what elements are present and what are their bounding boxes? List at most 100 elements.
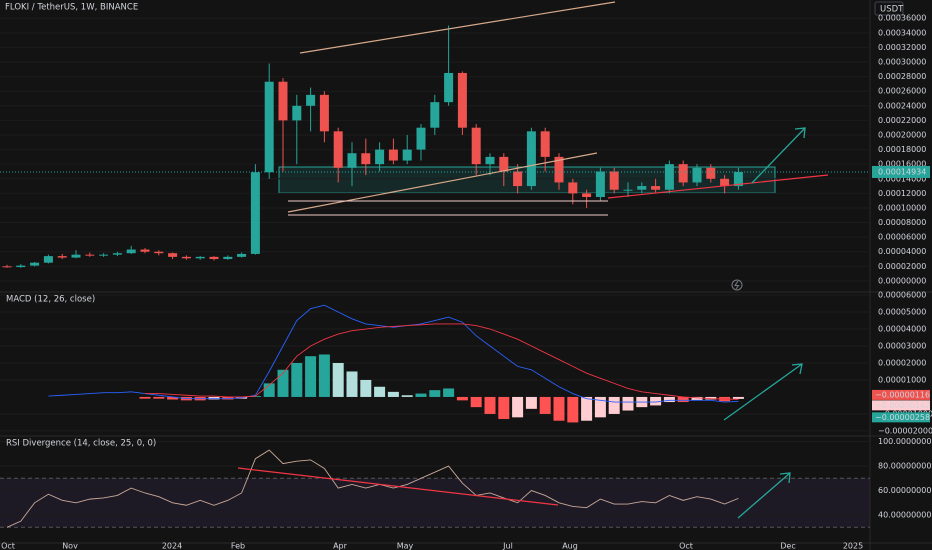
current-label-bg <box>872 400 930 411</box>
candle-body <box>554 156 564 183</box>
candle-body <box>623 189 633 191</box>
candle-body <box>168 253 178 257</box>
histogram-bar <box>512 396 524 418</box>
y-tick-label: 0.00001000 <box>878 375 926 384</box>
x-tick-label: Feb <box>231 542 245 550</box>
histogram-bar <box>525 396 537 409</box>
histogram-bar <box>277 369 289 397</box>
histogram-bar <box>139 396 151 399</box>
candle-body <box>43 256 53 263</box>
x-tick-label: Oct <box>1 542 15 550</box>
x-tick-label: Nov <box>62 542 78 550</box>
candle-body <box>582 193 592 198</box>
histogram-bar <box>332 362 344 397</box>
candle-body <box>733 171 743 187</box>
trend-line <box>607 174 829 199</box>
candle-body <box>375 149 385 165</box>
price-label: 0.00014934 <box>878 167 926 176</box>
y-tick-label: 0.00014000 <box>878 174 926 183</box>
candle-body <box>99 254 109 256</box>
candle-body <box>706 167 716 179</box>
candle-body <box>195 256 205 259</box>
candle-body <box>692 167 702 183</box>
y-tick-label: 0.00004000 <box>878 325 926 334</box>
x-tick-label: Dec <box>780 542 795 550</box>
y-tick-label: 60.00000000 <box>878 486 931 495</box>
candle-body <box>319 94 329 132</box>
x-tick-label: Aug <box>562 542 578 550</box>
histogram-bar <box>374 386 386 397</box>
current-label-bg <box>872 389 930 400</box>
currency-label: USDT <box>880 5 904 15</box>
candle-body <box>181 256 191 259</box>
candle-body <box>457 72 467 128</box>
histogram-bar <box>401 395 413 397</box>
candle-body <box>57 256 67 258</box>
trend-line <box>287 152 598 213</box>
y-tick-label: 0.00020000 <box>878 130 926 139</box>
candle-body <box>609 171 619 190</box>
candle-body <box>499 156 509 172</box>
candle-body <box>278 81 288 121</box>
candle-body <box>444 72 454 103</box>
histogram-bar <box>387 391 399 397</box>
candle-body <box>347 153 357 168</box>
histogram-bar <box>691 396 703 401</box>
y-tick-label: 0.00006000 <box>878 291 926 300</box>
candle-body <box>402 149 412 161</box>
rsi-band <box>0 478 870 528</box>
histogram-bar <box>346 371 358 397</box>
histogram-bar <box>470 396 482 408</box>
candle-body <box>112 253 122 255</box>
y-tick-label: 0.00024000 <box>878 101 926 110</box>
histogram-bar <box>263 383 275 397</box>
x-tick-label: Oct <box>679 542 693 550</box>
y-tick-label: 0.00000000 <box>878 276 926 285</box>
y-tick-label: 0.00006000 <box>878 233 926 242</box>
event-icon-bolt <box>734 280 740 290</box>
candle-body <box>126 249 136 254</box>
chart-title: FLOKI / TetherUS, 1W, BINANCE <box>5 3 138 13</box>
candle-body <box>292 105 302 121</box>
candle-body <box>416 127 426 150</box>
candle-body <box>513 171 523 187</box>
arrow <box>723 363 803 421</box>
histogram-bar <box>608 396 620 414</box>
candle-body <box>651 186 661 190</box>
macd-title: MACD (12, 26, close) <box>6 295 95 305</box>
divergence-line <box>237 467 559 506</box>
y-tick-label: 80.00000000 <box>878 462 931 471</box>
histogram-bar <box>663 396 675 403</box>
arrow <box>737 472 791 519</box>
candle-body <box>361 153 371 165</box>
event-icon[interactable] <box>731 279 743 291</box>
candle-body <box>154 251 164 254</box>
candle-body <box>16 265 26 268</box>
histogram-bar <box>677 396 689 403</box>
x-tick-label: Jul <box>502 542 513 550</box>
y-tick-label: −0.00002000 <box>878 426 932 435</box>
histogram-bar <box>456 396 468 401</box>
candle-body <box>333 131 343 168</box>
candle-body <box>306 94 316 106</box>
y-tick-label: 0.00003000 <box>878 341 926 350</box>
y-tick-label: 0.00018000 <box>878 145 926 154</box>
y-tick-label: 0.00016000 <box>878 160 926 169</box>
y-tick-label: 0.00004000 <box>878 247 926 256</box>
candle-body <box>264 81 274 173</box>
y-tick-label: 0.00008000 <box>878 218 926 227</box>
rsi-title: RSI Divergence (14, close, 25, 0, 0) <box>6 439 156 449</box>
candle-body <box>140 249 150 252</box>
histogram-bar <box>415 393 427 397</box>
x-tick-label: May <box>397 542 414 550</box>
candle-body <box>664 164 674 190</box>
histogram-bar <box>553 396 565 421</box>
candle-body <box>526 131 536 187</box>
trend-line <box>299 1 616 54</box>
current-label: −0.00000116 <box>875 390 930 399</box>
histogram-bar <box>153 396 165 399</box>
y-tick-label: 0.00022000 <box>878 116 926 125</box>
y-tick-label: 0.00030000 <box>878 58 926 67</box>
y-tick-label: 0.00034000 <box>878 28 926 37</box>
